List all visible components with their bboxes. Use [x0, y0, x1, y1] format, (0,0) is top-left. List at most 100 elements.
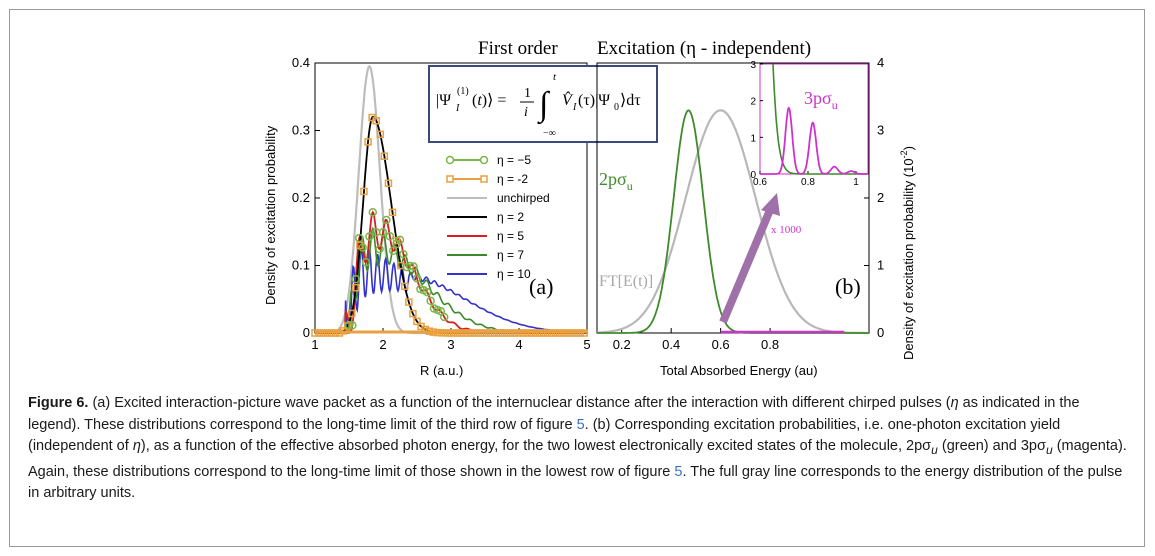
caption-text: (a) Excited interaction-picture wave pac… [88, 395, 951, 411]
caption-text: as indicated in the legend). These distr… [28, 395, 1080, 433]
caption-text: . The full gray line corresponds to the … [28, 463, 1123, 502]
marker-eta-minus-2 [413, 317, 421, 326]
caption-label: Figure 6. [28, 395, 89, 411]
right-y-axis-label: Density of excitation probability (10-2) [899, 146, 916, 360]
caption-text: . (b) Corresponding excitation probabili… [28, 416, 1061, 455]
y-tick-label: 0 [303, 325, 310, 340]
caption-eta: η [132, 438, 141, 455]
y-tick-label: 0.1 [292, 258, 310, 273]
figure-ref-link[interactable]: 5 [576, 416, 585, 433]
figure-6: First order Excitation (η - independent)… [263, 38, 916, 378]
marker-eta-minus-5 [365, 232, 374, 241]
marker-eta-minus-5 [382, 215, 391, 225]
right-plot: 0.2 0.4 0.6 0.8 0 1 2 3 4 2pσu FT[E(t)] (b) x 10… [596, 55, 916, 378]
marker-eta-minus-5 [358, 243, 367, 252]
svg-text:I: I [455, 103, 460, 114]
ft-label: FT[E(t)] [599, 273, 653, 290]
x-tick-label: 3 [447, 337, 454, 352]
y-tick-label: 1 [877, 258, 884, 273]
caption-text: (magenta). Again, these distributions co… [28, 438, 1127, 480]
legend-label: η = 7 [497, 248, 524, 262]
svg-text:1: 1 [524, 86, 531, 101]
inset-curve-3psigma [760, 106, 868, 175]
x-tick-label: 0.2 [613, 337, 631, 352]
left-x-axis-label: R (a.u.) [420, 363, 463, 378]
equation-box: |Ψ (1) I (t)⟩ = 1 i ∫ t −∞ V̂ I (τ)|Ψ 0 … [428, 65, 658, 143]
marker-eta-minus-5 [385, 232, 395, 241]
y-tick-label: 4 [877, 55, 884, 70]
left-y-axis-label: Density of excitation probability [263, 125, 278, 305]
multiplier-label: x 1000 [771, 224, 802, 236]
svg-text:0: 0 [614, 102, 619, 113]
figure-caption: Figure 6. (a) Excited interaction-pictur… [28, 393, 1128, 505]
caption-text: ), as a function of the effective absorb… [140, 438, 932, 455]
left-panel-label: (a) [529, 274, 553, 299]
header-excitation: Excitation (η - independent) [597, 38, 811, 59]
caption-subscript: u [931, 443, 938, 458]
caption-eta: η [950, 395, 959, 411]
legend-label: η = 5 [497, 229, 524, 243]
y-tick-label: 0.3 [292, 123, 310, 138]
legend-label: unchirped [497, 191, 550, 205]
inset-x-tick-label: 1 [853, 177, 859, 188]
svg-text:t: t [553, 71, 557, 83]
right-panel-label: (b) [835, 274, 861, 299]
x-tick-label: 1 [311, 337, 318, 352]
label-2psigma: 2pσu [599, 169, 633, 193]
x-tick-label: 0.4 [662, 337, 680, 352]
marker-eta-minus-5 [409, 262, 418, 271]
marker-eta-minus-5 [351, 274, 361, 284]
header-first-order: First order [478, 38, 558, 59]
y-tick-label: 2 [877, 190, 884, 205]
marker-eta-minus-5 [399, 249, 408, 259]
legend-marker [479, 155, 489, 165]
marker-eta-minus-5 [439, 312, 449, 322]
svg-text:(1): (1) [457, 86, 469, 97]
svg-text:V̂: V̂ [562, 90, 574, 109]
right-x-axis-label: Total Absorbed Energy (au) [660, 363, 818, 378]
legend-label: η = 2 [497, 210, 524, 224]
marker-eta-minus-5 [375, 244, 384, 254]
svg-text:I: I [572, 102, 577, 113]
y-tick-label: 0.4 [292, 55, 310, 70]
marker-eta-minus-5 [426, 296, 435, 306]
x-tick-label: 5 [583, 337, 590, 352]
marker-eta-minus-5 [395, 235, 405, 245]
legend-label: η = 10 [497, 267, 531, 281]
marker-eta-minus-2 [364, 138, 372, 146]
svg-text:(t)⟩ =: (t)⟩ = [472, 92, 506, 109]
marker-eta-minus-2 [388, 208, 397, 217]
marker-eta-minus-5 [348, 321, 357, 330]
marker-eta-minus-2 [360, 187, 368, 196]
inset-x-tick-label: 0.6 [753, 177, 767, 188]
marker-eta-minus-2 [405, 298, 413, 306]
marker-eta-minus-2 [352, 283, 360, 292]
inset-y-tick-label: 2 [750, 97, 756, 108]
curve-ft-pulse [596, 109, 869, 335]
y-tick-label: 3 [877, 123, 884, 138]
inset-curve-2psigma [772, 63, 868, 175]
inset-y-tick-label: 0 [750, 170, 756, 181]
svg-text:i: i [524, 105, 528, 120]
caption-subscript: u [1045, 443, 1053, 458]
svg-text:∫: ∫ [537, 86, 551, 125]
marker-eta-minus-5 [368, 207, 378, 217]
legend-marker [446, 175, 454, 183]
x-tick-label: 0.6 [712, 337, 730, 352]
marker-eta-minus-2 [372, 116, 380, 125]
figure-ref-link[interactable]: 5 [674, 463, 683, 480]
legend-marker [480, 175, 488, 183]
marker-eta-minus-5 [412, 274, 422, 283]
legend-label: η = −5 [497, 153, 531, 167]
legend-label: η = -2 [497, 172, 528, 186]
label-3psigma: 3pσu [804, 88, 838, 112]
marker-eta-minus-5 [344, 320, 354, 330]
x-tick-label: 4 [515, 337, 522, 352]
marker-eta-minus-2 [376, 130, 385, 139]
svg-text:|Ψ: |Ψ [436, 92, 451, 109]
marker-eta-minus-2 [401, 282, 409, 290]
inset-y-tick-label: 1 [750, 133, 756, 144]
marker-eta-minus-2 [409, 309, 417, 318]
x-tick-label: 0.8 [761, 337, 779, 352]
marker-eta-minus-5 [361, 257, 371, 267]
